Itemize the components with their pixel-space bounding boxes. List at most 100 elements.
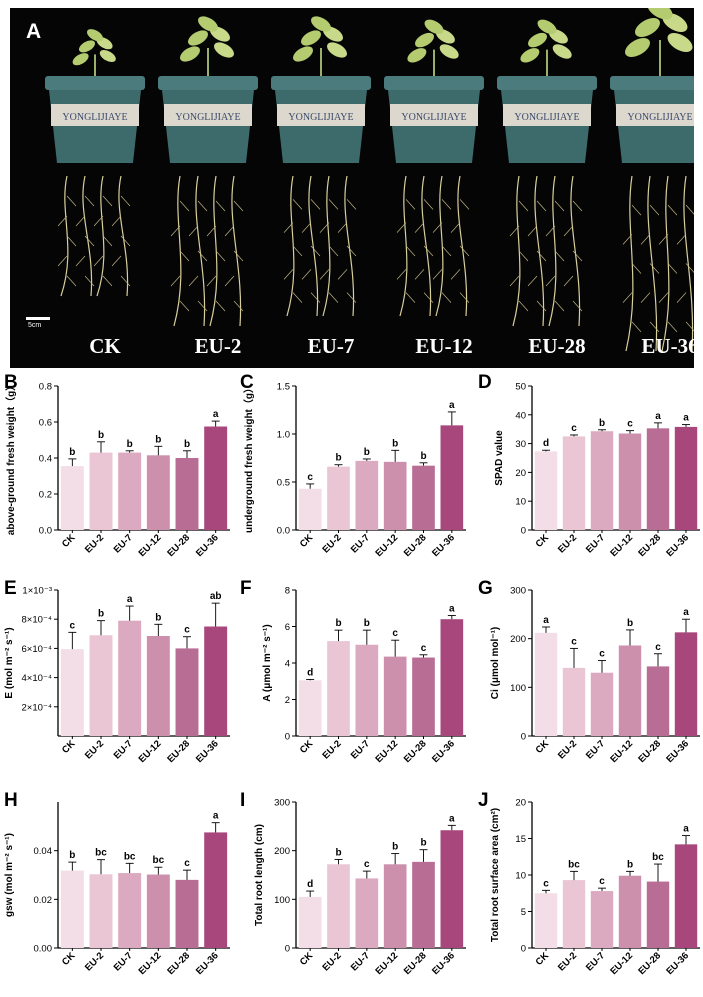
root-branch: [554, 200, 565, 212]
y-axis-title: E (mol m⁻² s⁻¹): [4, 627, 15, 698]
bar: [412, 657, 435, 736]
root-branch: [102, 235, 113, 247]
significance-letter: b: [599, 418, 605, 429]
root-branch: [518, 300, 529, 312]
root-branch: [396, 222, 407, 233]
bar: [674, 426, 698, 530]
root-branch: [233, 250, 244, 262]
chart-panel-g: 0 100 200 300 Ci (μmol mol⁻¹) a CK c EU-2 c EU-7 b E…: [490, 586, 700, 765]
x-tick-label: EU-36: [430, 738, 457, 765]
root-branch: [215, 250, 226, 262]
chart-panel-h: 0.00 0.02 0.04 gsw (mol m⁻² s⁻¹) b CK bc EU-2 bc…: [4, 802, 230, 977]
x-tick-label: CK: [60, 532, 78, 550]
root-branch: [631, 263, 642, 274]
seedling-leaf: [407, 48, 427, 63]
y-tick-label: 10: [515, 497, 526, 508]
x-tick-label: CK: [534, 738, 552, 756]
significance-letter: a: [449, 604, 455, 615]
pot-sticker: [503, 104, 591, 126]
y-tick-label: 5: [521, 907, 526, 918]
bar: [355, 878, 379, 948]
root-branch: [563, 275, 574, 287]
root-branch: [197, 300, 208, 312]
root-branch: [75, 255, 86, 267]
pot-sticker: [390, 104, 478, 126]
pot-group: YONGLIJIAYE: [271, 16, 371, 317]
root-branch: [649, 204, 660, 216]
y-tick-label: 0: [521, 526, 526, 537]
y-tick-label: 0: [521, 732, 526, 743]
root-branch: [120, 275, 131, 287]
root-branch: [432, 269, 443, 280]
seedling-leaf: [198, 16, 218, 32]
y-tick-label: 1×10⁻³: [22, 586, 52, 597]
root-branch: [170, 225, 181, 237]
x-tick-label: EU-7: [584, 950, 607, 973]
significance-letter: d: [543, 438, 549, 449]
root-branch: [527, 225, 538, 237]
pot-sticker: [51, 104, 139, 126]
root-branch: [685, 263, 694, 273]
x-tick-label: EU-2: [556, 738, 579, 761]
x-tick-label: EU-12: [608, 950, 635, 977]
significance-letter: bc: [568, 859, 580, 870]
root-branch: [441, 245, 452, 257]
y-tick-label: 4×10⁻⁴: [22, 673, 53, 684]
y-tick-label: 20: [515, 468, 526, 479]
x-tick-label: EU-12: [137, 950, 164, 977]
root-strand: [118, 175, 129, 297]
significance-letter: c: [599, 649, 605, 660]
y-tick-label: 6×10⁻⁴: [22, 644, 53, 655]
y-axis-title: SPAD value: [494, 430, 505, 486]
bar: [118, 452, 142, 530]
root-branch: [346, 245, 357, 257]
x-tick-label: EU-7: [584, 738, 607, 761]
seedling-leaf: [625, 38, 650, 57]
root-branch: [233, 300, 244, 312]
root-strand: [399, 175, 408, 317]
root-branch: [685, 321, 694, 332]
pot-rim: [610, 76, 694, 90]
root-branch: [346, 292, 357, 303]
scale-label: 5cm: [28, 322, 42, 329]
root-strand: [548, 175, 557, 327]
x-tick-label: CK: [60, 950, 78, 968]
bar: [146, 874, 170, 948]
significance-letter: a: [449, 400, 455, 411]
root-branch: [536, 200, 547, 212]
chart-panel-c: 0.0 0.5 1.0 1.5 underground fresh weight（g） c…: [242, 382, 466, 559]
root-strand: [647, 175, 658, 352]
bar: [383, 656, 407, 736]
x-tick-label: EU-2: [556, 532, 579, 555]
x-tick-label: EU-12: [608, 738, 635, 765]
seedling-leaf: [667, 33, 693, 52]
significance-letter: b: [364, 447, 370, 458]
pot-label-text: YONGLIJIAYE: [401, 112, 466, 123]
root-strand: [322, 175, 331, 317]
root-branch: [206, 275, 217, 287]
pot-label-text: YONGLIJIAYE: [175, 112, 240, 123]
pot-label-text: YONGLIJIAYE: [62, 112, 127, 123]
pot-sticker: [164, 104, 252, 126]
y-tick-label: 50: [515, 382, 526, 393]
panel-letter-b: B: [4, 372, 18, 393]
root-branch: [84, 235, 95, 247]
x-tick-label: EU-36: [664, 532, 691, 559]
x-tick-label: EU-2: [556, 950, 579, 973]
root-strand: [625, 175, 634, 352]
bar: [327, 641, 350, 736]
root-branch: [301, 222, 312, 233]
x-tick-label: EU-12: [373, 738, 400, 765]
root-branch: [66, 195, 77, 207]
x-tick-label: EU-7: [349, 950, 372, 973]
pot-group: YONGLIJIAYE: [384, 19, 484, 317]
root-branch: [640, 234, 651, 245]
root-branch: [658, 292, 669, 303]
root-branch: [396, 269, 407, 280]
x-tick-label: EU-36: [430, 950, 457, 977]
significance-letter: b: [98, 430, 104, 441]
x-tick-label: EU-28: [402, 950, 429, 977]
root-branch: [188, 225, 199, 237]
bar: [383, 461, 407, 530]
root-branch: [337, 222, 348, 233]
